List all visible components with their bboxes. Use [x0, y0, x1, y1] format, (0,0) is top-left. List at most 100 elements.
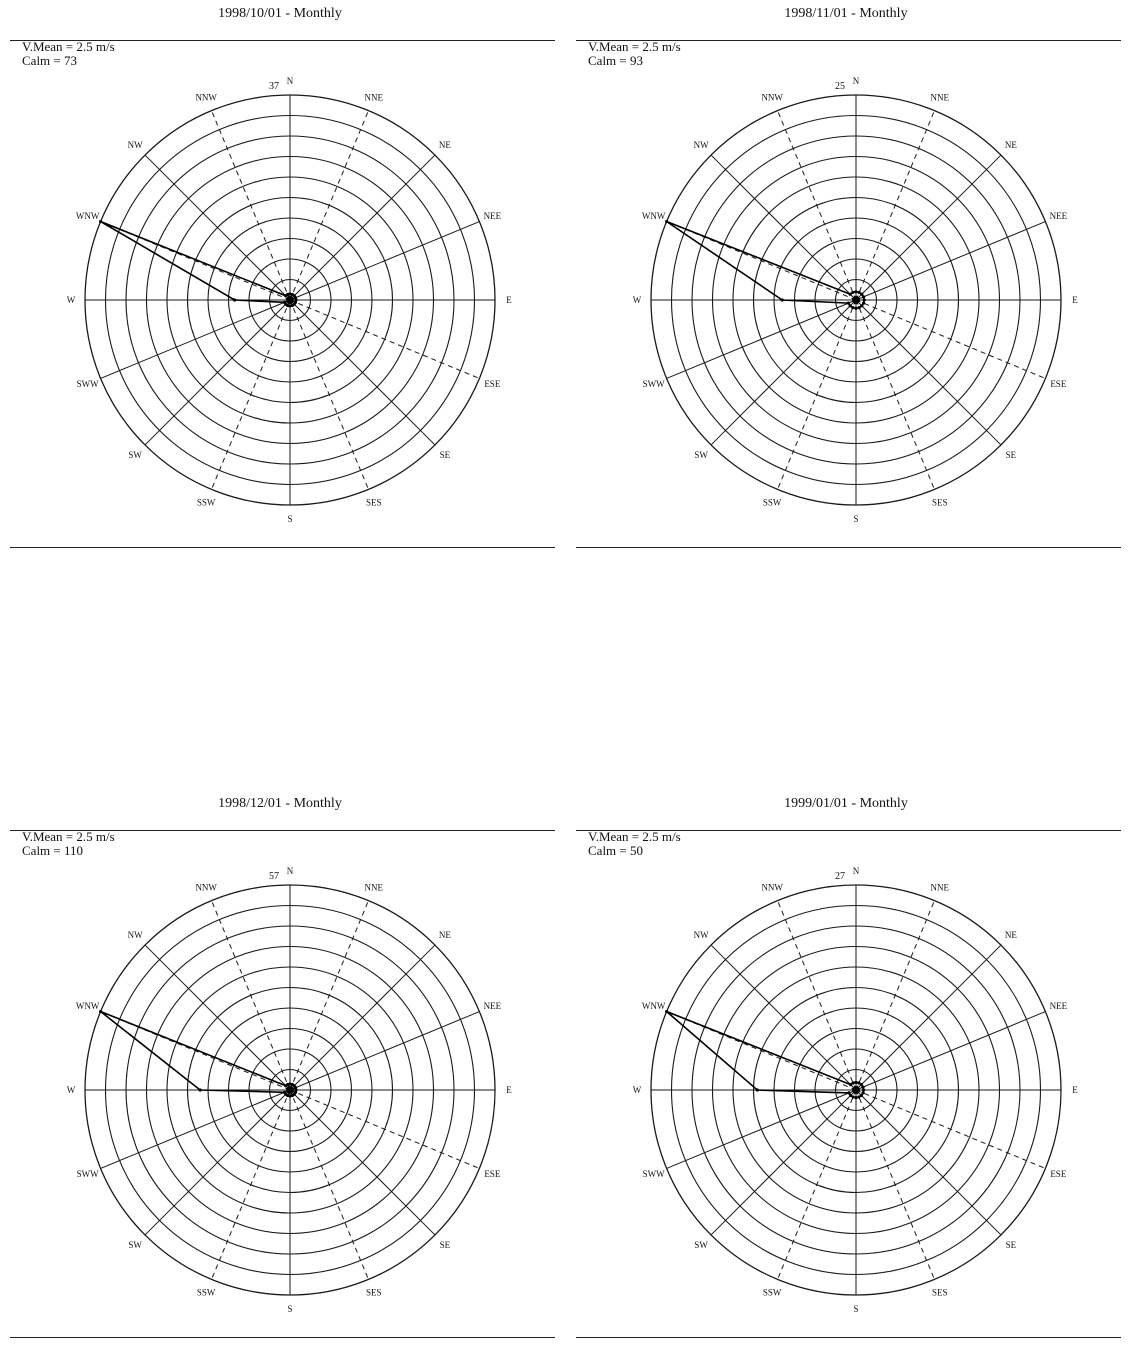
top-rule [576, 830, 1121, 831]
direction-spoke [710, 154, 857, 301]
direction-value-point [851, 305, 855, 310]
direction-label: E [506, 295, 512, 305]
top-rule [10, 830, 555, 831]
direction-value-point [282, 1090, 287, 1094]
direction-spoke [100, 1089, 291, 1169]
direction-label: S [853, 514, 858, 524]
direction-spoke [710, 299, 857, 446]
direction-label: ESE [1050, 379, 1067, 389]
direction-spoke [289, 1011, 480, 1091]
direction-spoke [855, 110, 935, 301]
direction-spoke [777, 110, 857, 301]
mean-speed-label: V.Mean = 2.5 m/s [22, 829, 115, 844]
direction-spoke [289, 154, 436, 301]
direction-spoke [144, 154, 291, 301]
direction-spoke [855, 299, 935, 490]
direction-label: NEE [484, 1001, 502, 1011]
direction-value-point [847, 1091, 851, 1095]
direction-label: W [633, 1085, 642, 1095]
direction-value-point [848, 304, 852, 308]
direction-value-point [862, 298, 866, 302]
chart-title: 1998/11/01 - Monthly [784, 6, 908, 21]
direction-label: SE [1006, 1240, 1017, 1250]
direction-value-point [857, 290, 861, 295]
calm-count-label: Calm = 93 [588, 53, 643, 68]
wind-rose: N NNE NE NEE E ESE SE SES S SSW SW SWW W WNW NW NNW 25 [633, 76, 1079, 524]
direction-label: NNW [195, 883, 217, 893]
direction-label: NE [439, 140, 451, 150]
direction-spoke [289, 900, 369, 1091]
direction-label: SE [1006, 450, 1017, 460]
direction-label: SES [932, 1287, 948, 1297]
direction-spoke [855, 900, 935, 1091]
direction-label: WNW [642, 211, 666, 221]
direction-label: NE [1005, 140, 1017, 150]
direction-spoke [289, 110, 369, 301]
direction-spoke [289, 299, 369, 490]
wind-rose-panel: 1999/01/01 - Monthly V.Mean = 2.5 m/s Ca… [566, 790, 1126, 1350]
mean-speed-label: V.Mean = 2.5 m/s [588, 829, 681, 844]
direction-value-point [854, 1095, 858, 1100]
direction-label: ESE [1050, 1169, 1067, 1179]
direction-label: NW [694, 930, 709, 940]
direction-spoke [289, 944, 436, 1091]
top-rule [576, 40, 1121, 41]
direction-spoke [855, 944, 1002, 1091]
direction-label: NW [694, 140, 709, 150]
direction-value-point [851, 1095, 855, 1099]
direction-spoke [855, 1089, 935, 1280]
center-hub [852, 1086, 860, 1094]
direction-label: E [1072, 295, 1078, 305]
direction-spoke [289, 299, 480, 379]
direction-label: SW [128, 450, 142, 460]
direction-value-point [861, 1088, 866, 1092]
direction-spoke [211, 299, 291, 490]
max-scale-label: 27 [835, 871, 845, 882]
direction-value-point [854, 306, 858, 310]
direction-spoke [666, 1089, 857, 1169]
direction-value-point [861, 1091, 865, 1095]
direction-label: SW [128, 1240, 142, 1250]
direction-label: ESE [484, 379, 501, 389]
direction-label: W [67, 1085, 76, 1095]
direction-label: SES [932, 497, 948, 507]
direction-spoke [289, 1089, 480, 1169]
direction-label: SWW [77, 1169, 100, 1179]
direction-value-point [857, 1081, 861, 1085]
direction-value-point [861, 301, 866, 305]
direction-spoke [144, 299, 291, 446]
direction-spoke [289, 299, 436, 446]
wind-rose-panel: 1998/12/01 - Monthly V.Mean = 2.5 m/s Ca… [0, 790, 560, 1350]
direction-spoke [855, 299, 1002, 446]
direction-spoke [710, 944, 857, 1091]
direction-value-point [857, 305, 861, 310]
direction-label: SSW [763, 497, 782, 507]
direction-value-point [859, 1093, 863, 1097]
direction-label: SE [440, 1240, 451, 1250]
direction-spoke [211, 110, 291, 301]
direction-label: SES [366, 1287, 382, 1297]
direction-spoke [289, 221, 480, 301]
wind-rose: N NNE NE NEE E ESE SE SES S SSW SW SWW W WNW NW NNW 57 [67, 866, 513, 1314]
max-scale-label: 37 [269, 81, 279, 92]
direction-value-point [282, 300, 287, 304]
wind-rose: N NNE NE NEE E ESE SE SES S SSW SW SWW W WNW NW NNW 37 [67, 76, 513, 524]
direction-value-point [665, 1009, 669, 1014]
direction-label: SES [366, 497, 382, 507]
direction-label: N [853, 866, 860, 876]
direction-label: SSW [197, 497, 216, 507]
direction-label: S [287, 514, 292, 524]
direction-label: SW [694, 450, 708, 460]
direction-label: SE [440, 450, 451, 460]
direction-label: NE [1005, 930, 1017, 940]
direction-value-point [854, 1080, 858, 1085]
direction-value-point [860, 304, 864, 308]
direction-label: WNW [76, 211, 100, 221]
bottom-rule [10, 1337, 555, 1338]
direction-spoke [855, 154, 1002, 301]
direction-label: WNW [642, 1001, 666, 1011]
direction-spoke [710, 1089, 857, 1236]
direction-spoke [211, 1089, 291, 1280]
direction-spoke [211, 900, 291, 1091]
direction-spoke [777, 1089, 857, 1280]
